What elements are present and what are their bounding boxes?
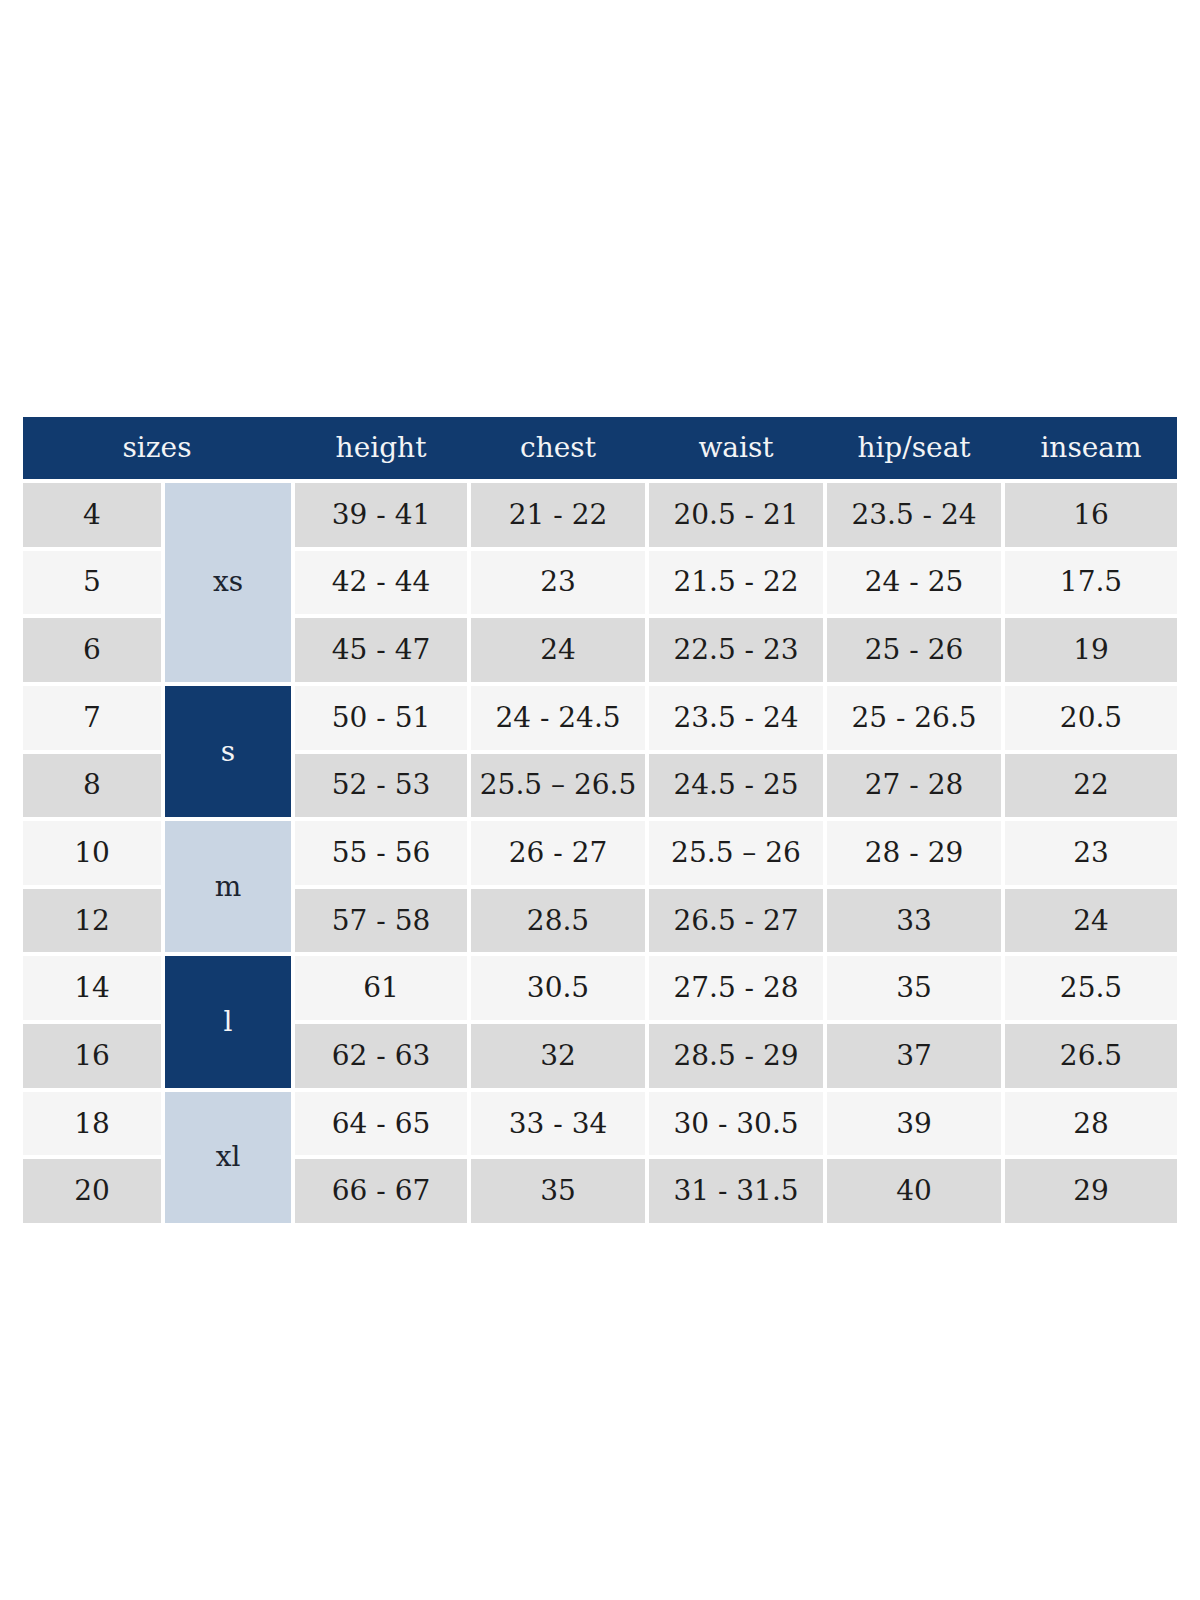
size-group-xl: xl	[165, 1092, 291, 1223]
waist-cell: 28.5 - 29	[649, 1024, 823, 1088]
inseam-cell: 24	[1005, 889, 1177, 953]
size-cell: 14	[23, 956, 161, 1020]
header-height: height	[295, 417, 467, 479]
height-cell: 57 - 58	[295, 889, 467, 953]
size-chart-table: sizes height chest waist hip/seat inseam…	[23, 417, 1177, 1223]
header-sizes: sizes	[23, 417, 291, 479]
waist-cell: 25.5 – 26	[649, 821, 823, 885]
waist-cell: 26.5 - 27	[649, 889, 823, 953]
height-cell: 39 - 41	[295, 483, 467, 547]
chest-cell: 33 - 34	[471, 1092, 645, 1156]
waist-cell: 21.5 - 22	[649, 551, 823, 615]
inseam-cell: 19	[1005, 618, 1177, 682]
table-header-row: sizes height chest waist hip/seat inseam	[23, 417, 1177, 479]
inseam-cell: 28	[1005, 1092, 1177, 1156]
size-cell: 20	[23, 1159, 161, 1223]
hip-seat-cell: 35	[827, 956, 1001, 1020]
size-cell: 18	[23, 1092, 161, 1156]
waist-cell: 24.5 - 25	[649, 754, 823, 818]
chest-cell: 24 - 24.5	[471, 686, 645, 750]
inseam-cell: 29	[1005, 1159, 1177, 1223]
inseam-cell: 17.5	[1005, 551, 1177, 615]
size-cell: 12	[23, 889, 161, 953]
hip-seat-cell: 39	[827, 1092, 1001, 1156]
size-group-s: s	[165, 686, 291, 817]
hip-seat-cell: 37	[827, 1024, 1001, 1088]
hip-seat-cell: 28 - 29	[827, 821, 1001, 885]
height-cell: 42 - 44	[295, 551, 467, 615]
hip-seat-cell: 23.5 - 24	[827, 483, 1001, 547]
inseam-cell: 16	[1005, 483, 1177, 547]
size-group-m: m	[165, 821, 291, 952]
waist-cell: 20.5 - 21	[649, 483, 823, 547]
size-cell: 8	[23, 754, 161, 818]
hip-seat-cell: 25 - 26.5	[827, 686, 1001, 750]
chest-cell: 21 - 22	[471, 483, 645, 547]
waist-cell: 23.5 - 24	[649, 686, 823, 750]
chest-cell: 24	[471, 618, 645, 682]
header-waist: waist	[649, 417, 823, 479]
chest-cell: 28.5	[471, 889, 645, 953]
chest-cell: 23	[471, 551, 645, 615]
chest-cell: 25.5 – 26.5	[471, 754, 645, 818]
waist-cell: 30 - 30.5	[649, 1092, 823, 1156]
hip-seat-cell: 33	[827, 889, 1001, 953]
size-cell: 7	[23, 686, 161, 750]
size-cell: 4	[23, 483, 161, 547]
size-cell: 10	[23, 821, 161, 885]
waist-cell: 27.5 - 28	[649, 956, 823, 1020]
inseam-cell: 25.5	[1005, 956, 1177, 1020]
hip-seat-cell: 24 - 25	[827, 551, 1001, 615]
size-group-xs: xs	[165, 483, 291, 682]
height-cell: 55 - 56	[295, 821, 467, 885]
hip-seat-cell: 27 - 28	[827, 754, 1001, 818]
size-cell: 6	[23, 618, 161, 682]
header-inseam: inseam	[1005, 417, 1177, 479]
inseam-cell: 23	[1005, 821, 1177, 885]
waist-cell: 31 - 31.5	[649, 1159, 823, 1223]
height-cell: 50 - 51	[295, 686, 467, 750]
chest-cell: 32	[471, 1024, 645, 1088]
hip-seat-cell: 40	[827, 1159, 1001, 1223]
inseam-cell: 20.5	[1005, 686, 1177, 750]
chest-cell: 26 - 27	[471, 821, 645, 885]
hip-seat-cell: 25 - 26	[827, 618, 1001, 682]
chest-cell: 30.5	[471, 956, 645, 1020]
height-cell: 52 - 53	[295, 754, 467, 818]
height-cell: 45 - 47	[295, 618, 467, 682]
height-cell: 66 - 67	[295, 1159, 467, 1223]
height-cell: 64 - 65	[295, 1092, 467, 1156]
height-cell: 62 - 63	[295, 1024, 467, 1088]
chest-cell: 35	[471, 1159, 645, 1223]
size-group-l: l	[165, 956, 291, 1087]
size-cell: 5	[23, 551, 161, 615]
waist-cell: 22.5 - 23	[649, 618, 823, 682]
inseam-cell: 26.5	[1005, 1024, 1177, 1088]
header-hip-seat: hip/seat	[827, 417, 1001, 479]
height-cell: 61	[295, 956, 467, 1020]
header-chest: chest	[471, 417, 645, 479]
inseam-cell: 22	[1005, 754, 1177, 818]
size-cell: 16	[23, 1024, 161, 1088]
